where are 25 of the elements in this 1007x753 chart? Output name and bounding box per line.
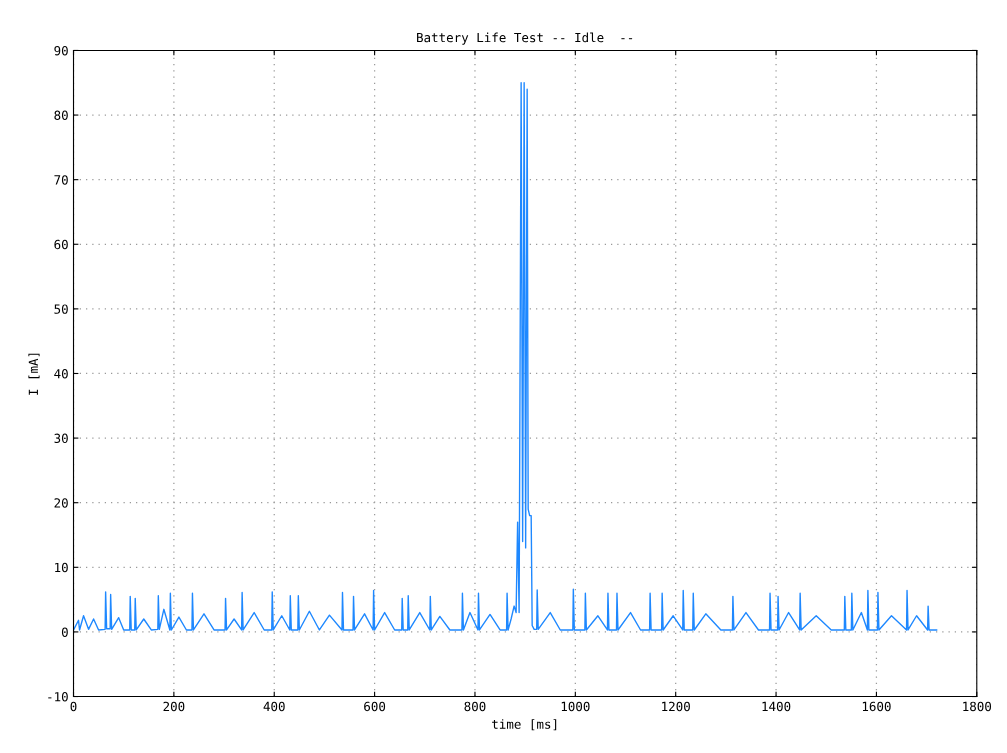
y-axis-title: I [mA] [28, 353, 40, 395]
y-tick-label: 30 [54, 433, 68, 444]
line-series [73, 82, 938, 631]
x-tick-label: 1000 [561, 701, 590, 712]
x-tick-label: 1800 [963, 701, 992, 712]
x-tick-label: 1200 [662, 701, 690, 712]
x-axis-title: time [ms] [492, 719, 557, 731]
x-tick-label: 0 [70, 701, 77, 712]
x-tick-label: 800 [464, 701, 486, 712]
y-tick-label: 20 [54, 498, 68, 508]
chart-title: Battery Life Test -- Idle -- [417, 32, 633, 45]
y-tick-label: 50 [54, 304, 68, 314]
y-tick-label: 0 [61, 627, 68, 637]
x-tick-label: 400 [263, 701, 285, 712]
x-tick-label: 600 [364, 701, 386, 712]
x-tick-label: 1400 [762, 701, 791, 712]
y-tick-label: 70 [54, 175, 68, 185]
y-tick-label: -10 [48, 692, 68, 702]
y-tick-label: 60 [54, 239, 68, 250]
y-tick-label: 40 [54, 368, 68, 379]
x-tick-label: 1600 [862, 701, 891, 712]
x-tick-label: 200 [163, 701, 185, 712]
y-tick-label: 80 [54, 110, 68, 121]
y-tick-label: 90 [54, 45, 68, 56]
y-tick-label: 10 [55, 562, 68, 573]
